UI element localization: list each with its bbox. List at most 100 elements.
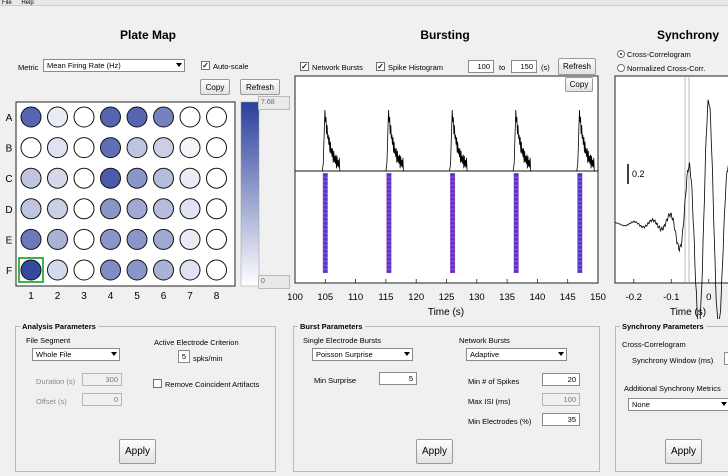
well-D3[interactable]	[73, 198, 95, 220]
colorbar-min[interactable]: 0	[258, 275, 290, 289]
raster-spike	[386, 214, 391, 217]
network-bursts-select[interactable]: Adaptive	[466, 348, 567, 361]
well-D7[interactable]	[179, 198, 201, 220]
analysis-apply-button[interactable]: Apply	[119, 439, 156, 464]
bursting-title: Bursting	[420, 28, 470, 42]
offset-input[interactable]: 0	[82, 393, 122, 406]
well-B8[interactable]	[206, 137, 227, 159]
well-A1[interactable]	[20, 106, 42, 128]
well-B3[interactable]	[73, 137, 95, 159]
well-A2[interactable]	[47, 106, 68, 128]
well-A6[interactable]	[153, 106, 174, 128]
well-F6[interactable]	[153, 259, 174, 281]
well-E8[interactable]	[206, 228, 227, 250]
well-D5[interactable]	[126, 198, 148, 220]
well-A3[interactable]	[73, 106, 95, 128]
well-B7[interactable]	[179, 137, 201, 159]
well-E5[interactable]	[126, 228, 148, 250]
well-C6[interactable]	[153, 167, 174, 189]
well-F1[interactable]	[20, 259, 42, 281]
sync-apply-button[interactable]: Apply	[665, 439, 702, 464]
raster-spike	[386, 186, 391, 189]
raster-spike	[386, 202, 391, 205]
well-C8[interactable]	[206, 167, 227, 189]
burst-apply-button[interactable]: Apply	[416, 439, 453, 464]
well-E1[interactable]	[20, 228, 42, 250]
menu-file[interactable]: File	[2, 0, 12, 6]
cross-corr-radio[interactable]	[617, 50, 625, 58]
well-D8[interactable]	[206, 198, 227, 220]
well-A5[interactable]	[126, 106, 148, 128]
raster-spike	[386, 250, 391, 253]
well-F8[interactable]	[206, 259, 227, 281]
network-bursts-checkbox[interactable]: ✓	[300, 62, 309, 71]
time-to-input[interactable]: 150	[511, 60, 537, 73]
col-label: 3	[81, 291, 87, 302]
spike-histogram-checkbox[interactable]: ✓	[376, 62, 385, 71]
single-bursts-select[interactable]: Poisson Surprise	[312, 348, 413, 361]
plate-refresh-button[interactable]: Refresh	[240, 79, 280, 95]
well-B5[interactable]	[126, 137, 148, 159]
well-C5[interactable]	[126, 167, 148, 189]
raster-spike	[450, 182, 455, 185]
time-from-input[interactable]: 100	[468, 60, 494, 73]
well-D6[interactable]	[153, 198, 174, 220]
duration-input[interactable]: 300	[82, 373, 122, 386]
offset-label: Offset (s)	[36, 397, 67, 406]
synchrony-parameters-title: Synchrony Parameters	[620, 322, 706, 331]
bursting-copy-button[interactable]: Copy	[565, 77, 593, 92]
well-D2[interactable]	[47, 198, 68, 220]
autoscale-checkbox[interactable]: ✓	[201, 61, 210, 70]
chevron-down-icon	[404, 352, 410, 356]
well-C3[interactable]	[73, 167, 95, 189]
well-B2[interactable]	[47, 137, 68, 159]
well-B1[interactable]	[20, 137, 42, 159]
well-C2[interactable]	[47, 167, 68, 189]
remove-artifacts-label: Remove Coincident Artifacts	[165, 380, 260, 389]
well-F4[interactable]	[100, 259, 121, 281]
well-B6[interactable]	[153, 137, 174, 159]
well-A8[interactable]	[206, 106, 227, 128]
colorbar-max[interactable]: 7.68	[258, 96, 290, 110]
col-label: 1	[28, 291, 34, 302]
bursting-refresh-button[interactable]: Refresh	[558, 58, 596, 75]
well-E4[interactable]	[100, 228, 121, 250]
col-label: 5	[134, 291, 140, 302]
plate-copy-button[interactable]: Copy	[200, 79, 230, 95]
raster-spike	[577, 202, 582, 205]
well-E7[interactable]	[179, 228, 201, 250]
raster-spike	[514, 262, 519, 265]
well-E6[interactable]	[153, 228, 174, 250]
file-segment-select[interactable]: Whole File	[32, 348, 120, 361]
remove-artifacts-checkbox[interactable]	[153, 379, 162, 388]
well-C7[interactable]	[179, 167, 201, 189]
metric-select-value: Mean Firing Rate (Hz)	[47, 61, 121, 70]
well-F5[interactable]	[126, 259, 148, 281]
well-B4[interactable]	[100, 137, 121, 159]
well-C4[interactable]	[100, 167, 121, 189]
max-isi-input[interactable]: 100	[542, 393, 580, 406]
min-surprise-input[interactable]: 5	[379, 372, 417, 385]
well-F3[interactable]	[73, 259, 95, 281]
well-E3[interactable]	[73, 228, 95, 250]
additional-metrics-select[interactable]: None	[628, 398, 728, 411]
well-C1[interactable]	[20, 167, 42, 189]
min-spikes-input[interactable]: 20	[542, 373, 580, 386]
norm-cross-corr-radio[interactable]	[617, 64, 625, 72]
sync-window-input[interactable]	[724, 352, 728, 365]
well-D1[interactable]	[20, 198, 42, 220]
criterion-input[interactable]: 5	[178, 350, 190, 363]
metric-select[interactable]: Mean Firing Rate (Hz)	[43, 59, 185, 72]
menu-help[interactable]: Help	[21, 0, 34, 6]
well-A7[interactable]	[179, 106, 201, 128]
well-F2[interactable]	[47, 259, 68, 281]
x-tick-label: 125	[439, 292, 455, 303]
min-electrodes-input[interactable]: 35	[542, 413, 580, 426]
raster-spike	[323, 198, 328, 201]
well-E2[interactable]	[47, 228, 68, 250]
analysis-parameters-title: Analysis Parameters	[20, 322, 98, 331]
well-D4[interactable]	[100, 198, 121, 220]
raster-spike	[450, 174, 455, 177]
well-F7[interactable]	[179, 259, 201, 281]
well-A4[interactable]	[100, 106, 121, 128]
